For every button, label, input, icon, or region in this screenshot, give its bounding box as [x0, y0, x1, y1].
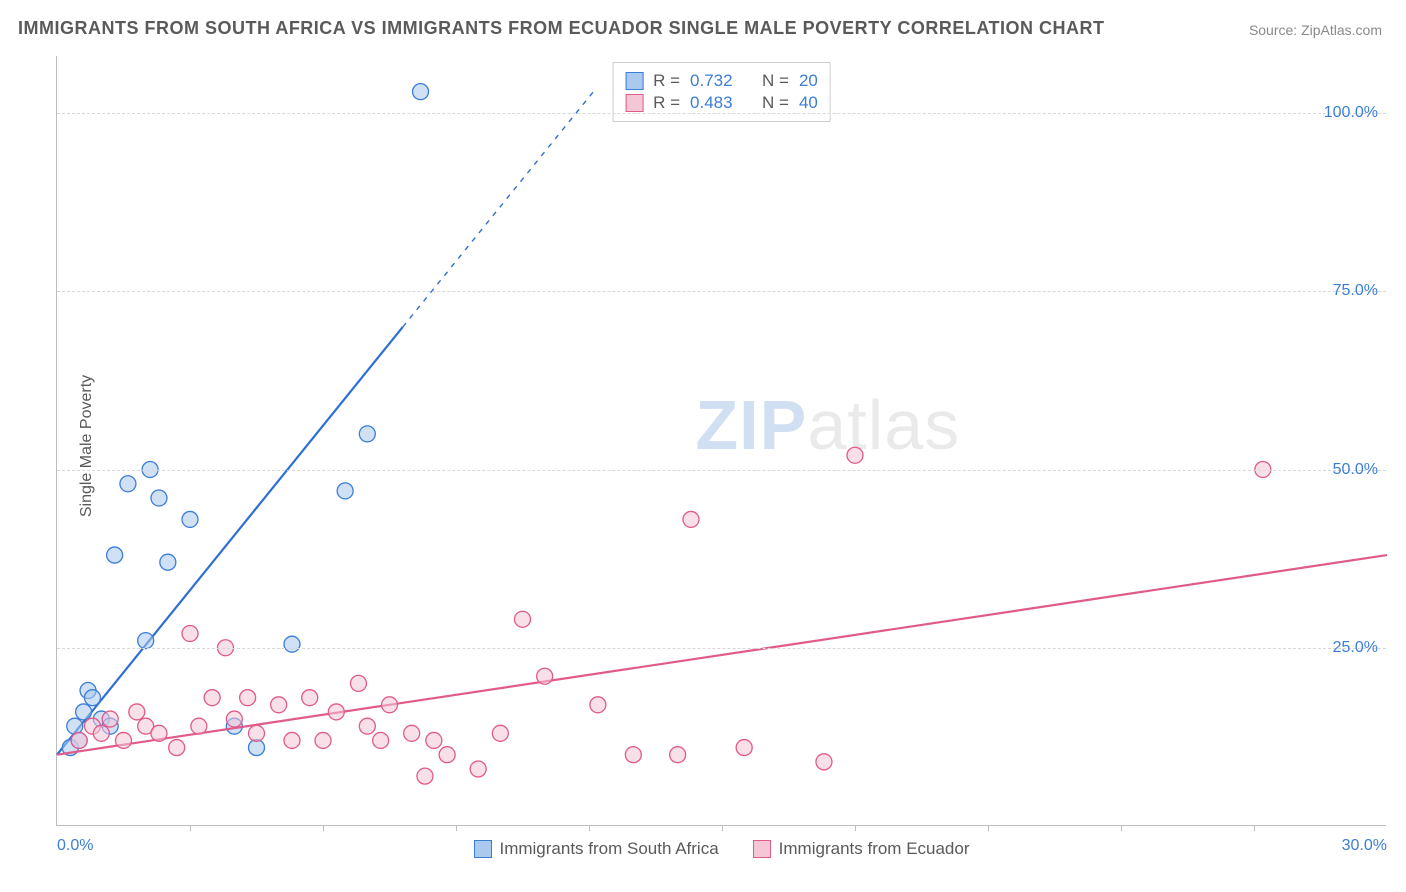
gridline [57, 113, 1386, 114]
y-tick-label: 25.0% [1333, 639, 1378, 657]
y-tick-label: 50.0% [1333, 461, 1378, 479]
gridline [57, 291, 1386, 292]
x-tick-mark [855, 825, 856, 831]
x-tick-label: 0.0% [57, 837, 93, 855]
legend-item: Immigrants from South Africa [473, 839, 718, 859]
x-tick-mark [323, 825, 324, 831]
legend-item: Immigrants from Ecuador [753, 839, 970, 859]
legend-swatch [753, 840, 771, 858]
correlation-row: R =0.483 N =40 [625, 93, 818, 113]
x-tick-mark [589, 825, 590, 831]
chart-title: IMMIGRANTS FROM SOUTH AFRICA VS IMMIGRAN… [18, 18, 1104, 39]
y-tick-label: 75.0% [1333, 282, 1378, 300]
x-tick-mark [1254, 825, 1255, 831]
x-tick-mark [1121, 825, 1122, 831]
plot-area: ZIPatlas R =0.732 N =20R =0.483 N =40 Im… [56, 56, 1386, 826]
gridline [57, 648, 1386, 649]
legend-swatch [625, 72, 643, 90]
source-credit: Source: ZipAtlas.com [1249, 22, 1382, 38]
chart-svg [57, 56, 1386, 825]
gridline [57, 470, 1386, 471]
x-tick-label: 30.0% [1342, 837, 1387, 855]
y-tick-label: 100.0% [1324, 104, 1378, 122]
legend-swatch [625, 94, 643, 112]
correlation-row: R =0.732 N =20 [625, 71, 818, 91]
x-tick-mark [722, 825, 723, 831]
series-legend: Immigrants from South Africa Immigrants f… [473, 839, 969, 859]
x-tick-mark [190, 825, 191, 831]
legend-label: Immigrants from South Africa [499, 839, 718, 859]
x-tick-mark [456, 825, 457, 831]
x-tick-mark [988, 825, 989, 831]
legend-label: Immigrants from Ecuador [779, 839, 970, 859]
legend-swatch [473, 840, 491, 858]
